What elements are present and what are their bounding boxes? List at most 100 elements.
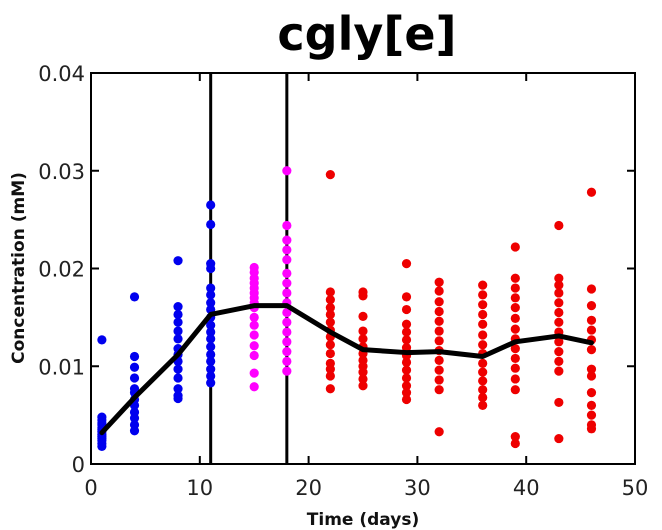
data-point-red-91 bbox=[554, 346, 564, 357]
data-point-red-72 bbox=[510, 313, 520, 323]
data-point-magenta-29 bbox=[282, 346, 292, 357]
data-point-red-4 bbox=[325, 309, 335, 320]
data-point-blue-17 bbox=[129, 373, 140, 383]
data-point-red-46 bbox=[434, 336, 444, 346]
x-tick-label-3: 30 bbox=[404, 476, 431, 500]
data-point-red-75 bbox=[510, 344, 520, 354]
data-point-red-79 bbox=[510, 385, 520, 395]
data-point-red-56 bbox=[478, 309, 488, 320]
data-point-red-26 bbox=[401, 259, 412, 269]
data-point-red-1 bbox=[325, 287, 335, 297]
data-point-red-95 bbox=[554, 433, 564, 444]
data-point-magenta-21 bbox=[282, 268, 292, 278]
axes-frame bbox=[90, 72, 636, 465]
data-point-red-87 bbox=[554, 307, 564, 318]
data-point-blue-52 bbox=[206, 342, 216, 352]
y-tick-label-2: 0.02 bbox=[38, 258, 85, 282]
data-point-red-106 bbox=[586, 400, 597, 410]
data-point-red-107 bbox=[586, 410, 597, 420]
data-point-magenta-13 bbox=[249, 350, 259, 361]
data-point-red-28 bbox=[401, 304, 412, 315]
data-point-magenta-9 bbox=[249, 312, 259, 322]
data-point-magenta-25 bbox=[282, 307, 292, 318]
chart-title: cgly[e] bbox=[277, 7, 456, 61]
x-tick-label-4: 40 bbox=[513, 476, 540, 500]
data-point-magenta-19 bbox=[282, 245, 292, 255]
data-point-red-65 bbox=[478, 392, 488, 403]
data-point-red-53 bbox=[478, 280, 488, 290]
data-point-blue-53 bbox=[206, 349, 216, 360]
data-point-blue-50 bbox=[206, 327, 216, 337]
data-point-blue-41 bbox=[206, 219, 216, 230]
data-point-red-76 bbox=[510, 353, 520, 364]
data-point-red-5 bbox=[325, 317, 335, 327]
data-point-blue-25 bbox=[129, 426, 140, 436]
data-point-magenta-27 bbox=[282, 327, 292, 337]
data-point-magenta-16 bbox=[282, 166, 292, 176]
data-point-blue-16 bbox=[129, 362, 140, 372]
data-point-red-84 bbox=[554, 280, 564, 290]
x-axis-label: Time (days) bbox=[307, 510, 419, 530]
plot-area bbox=[90, 72, 636, 465]
data-point-red-109 bbox=[586, 424, 597, 434]
data-point-red-102 bbox=[586, 345, 597, 355]
data-point-red-11 bbox=[325, 364, 335, 374]
data-point-blue-56 bbox=[206, 371, 216, 381]
data-point-blue-35 bbox=[173, 364, 183, 374]
data-point-red-34 bbox=[401, 357, 412, 367]
data-point-blue-28 bbox=[173, 309, 183, 320]
data-point-red-100 bbox=[586, 325, 597, 335]
data-point-blue-0 bbox=[97, 335, 107, 345]
data-point-red-52 bbox=[434, 427, 444, 437]
data-point-red-83 bbox=[554, 273, 564, 283]
y-tick-label-3: 0.03 bbox=[38, 160, 85, 184]
data-point-red-63 bbox=[478, 376, 488, 386]
data-point-red-81 bbox=[510, 438, 520, 449]
y-tick-labels: 0 0.01 0.02 0.03 0.04 bbox=[38, 62, 85, 477]
data-point-blue-27 bbox=[173, 302, 183, 312]
data-point-red-18 bbox=[358, 334, 368, 344]
data-point-red-48 bbox=[434, 355, 444, 365]
data-point-red-96 bbox=[586, 187, 597, 197]
y-tick-label-1: 0.01 bbox=[38, 355, 85, 379]
data-point-blue-57 bbox=[206, 378, 216, 388]
data-point-blue-46 bbox=[206, 298, 216, 308]
data-point-magenta-26 bbox=[282, 317, 292, 327]
data-point-magenta-31 bbox=[282, 366, 292, 376]
data-point-red-99 bbox=[586, 315, 597, 325]
data-point-red-98 bbox=[586, 301, 597, 311]
data-point-blue-15 bbox=[129, 351, 140, 362]
data-point-red-94 bbox=[554, 397, 564, 408]
data-point-red-2 bbox=[325, 295, 335, 305]
data-point-red-51 bbox=[434, 385, 444, 395]
data-point-blue-40 bbox=[206, 200, 216, 210]
data-point-red-45 bbox=[434, 326, 444, 336]
data-point-red-78 bbox=[510, 374, 520, 384]
data-point-red-68 bbox=[510, 273, 520, 283]
data-point-red-82 bbox=[554, 220, 564, 231]
x-tick-label-0: 0 bbox=[84, 476, 97, 500]
data-point-red-15 bbox=[358, 291, 368, 301]
data-point-red-67 bbox=[510, 242, 520, 252]
data-point-magenta-12 bbox=[249, 341, 259, 351]
data-point-red-40 bbox=[434, 277, 444, 287]
data-point-blue-55 bbox=[206, 364, 216, 374]
data-point-magenta-22 bbox=[282, 278, 292, 288]
data-point-red-38 bbox=[401, 388, 412, 398]
data-point-red-17 bbox=[358, 326, 368, 336]
data-point-red-85 bbox=[554, 288, 564, 298]
data-point-red-36 bbox=[401, 373, 412, 383]
data-point-red-13 bbox=[325, 384, 335, 394]
scatter-points bbox=[97, 166, 597, 452]
data-point-magenta-18 bbox=[282, 235, 292, 245]
data-point-red-70 bbox=[510, 293, 520, 303]
data-point-red-49 bbox=[434, 365, 444, 375]
data-point-red-69 bbox=[510, 283, 520, 293]
data-point-red-80 bbox=[510, 432, 520, 442]
data-point-blue-13 bbox=[97, 441, 107, 452]
data-point-magenta-17 bbox=[282, 220, 292, 231]
data-point-blue-23 bbox=[129, 413, 140, 423]
data-point-magenta-20 bbox=[282, 255, 292, 265]
data-point-red-37 bbox=[401, 381, 412, 391]
